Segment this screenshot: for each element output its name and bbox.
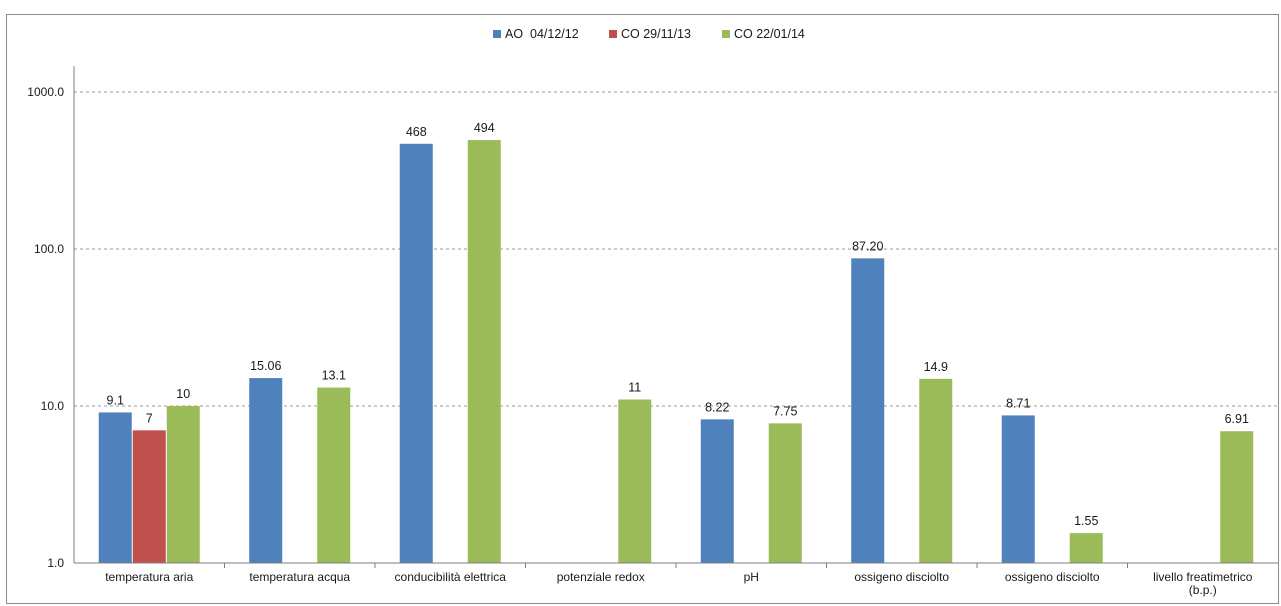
legend-label: CO 29/11/13 — [621, 27, 691, 41]
y-tick-label: 1.0 — [47, 556, 64, 570]
bar — [851, 258, 885, 563]
data-label: 494 — [474, 121, 495, 135]
bar — [1069, 533, 1103, 563]
data-label: 8.22 — [705, 400, 729, 414]
data-label: 15.06 — [250, 359, 281, 373]
data-label: 8.71 — [1006, 396, 1030, 410]
y-tick-label: 1000.0 — [27, 85, 64, 99]
bar — [249, 378, 283, 563]
bar — [467, 140, 501, 563]
data-label: 7.75 — [773, 404, 797, 418]
x-tick-label-line: temperatura aria — [105, 570, 193, 584]
x-tick-label: conducibilità elettrica — [395, 570, 507, 584]
data-label: 468 — [406, 125, 427, 139]
bar — [399, 143, 433, 563]
x-tick-label: potenziale redox — [557, 570, 645, 584]
data-label: 14.9 — [924, 360, 948, 374]
data-label: 87.20 — [852, 239, 883, 253]
bar — [700, 419, 734, 563]
bar — [1220, 431, 1254, 563]
x-tick-label: livello freatimetrico (b.p.) — [1153, 570, 1253, 597]
x-tick-label-line: conducibilità elettrica — [395, 570, 507, 584]
legend-swatch — [609, 30, 617, 38]
data-label: 7 — [146, 411, 153, 425]
x-axis: temperatura aria temperatura acqua conduci… — [74, 562, 1278, 597]
legend-label: CO 22/01/14 — [734, 27, 805, 41]
bar — [132, 430, 166, 563]
y-tick-label: 10.0 — [41, 399, 65, 413]
x-tick-label-line: potenziale redox — [557, 570, 645, 584]
y-axis-ticks: 1.0 10.0 100.0 1000.0 — [27, 66, 75, 570]
bar — [98, 412, 132, 563]
bar — [919, 378, 953, 563]
bar — [1001, 415, 1035, 563]
bars — [98, 140, 1254, 563]
x-tick-label: ossigeno disciolto — [1005, 570, 1100, 584]
bar — [166, 406, 200, 563]
data-label: 1.55 — [1074, 514, 1098, 528]
bar — [317, 387, 351, 563]
legend-swatch — [493, 30, 501, 38]
legend-label: AO 04/12/12 — [505, 27, 579, 41]
data-label: 10 — [176, 387, 190, 401]
data-labels: 9.1 7 10 15.06 13.1 468 494 11 8.22 7.75 87.20 14.9… — [107, 121, 1249, 528]
legend-swatch — [722, 30, 730, 38]
x-tick-label-line: ossigeno disciolto — [854, 570, 949, 584]
data-label: 13.1 — [322, 369, 346, 383]
x-tick-label: ossigeno disciolto — [854, 570, 949, 584]
x-tick-label: temperatura acqua — [249, 570, 350, 584]
x-tick-label-line: pH — [744, 570, 759, 584]
y-tick-label: 100.0 — [34, 242, 64, 256]
x-tick-label-line: temperatura acqua — [249, 570, 350, 584]
x-tick-label: temperatura aria — [105, 570, 193, 584]
x-tick-label-line: (b.p.) — [1189, 583, 1217, 597]
x-tick-label-line: ossigeno disciolto — [1005, 570, 1100, 584]
x-tick-label-line: livello freatimetrico — [1153, 570, 1253, 584]
legend: AO 04/12/12 CO 29/11/13 CO 22/01/14 — [493, 27, 805, 41]
x-tick-label: pH — [744, 570, 759, 584]
bar — [768, 423, 802, 563]
data-label: 11 — [628, 381, 641, 395]
bar — [618, 399, 652, 563]
data-label: 6.91 — [1225, 412, 1249, 426]
data-label: 9.1 — [107, 393, 124, 407]
